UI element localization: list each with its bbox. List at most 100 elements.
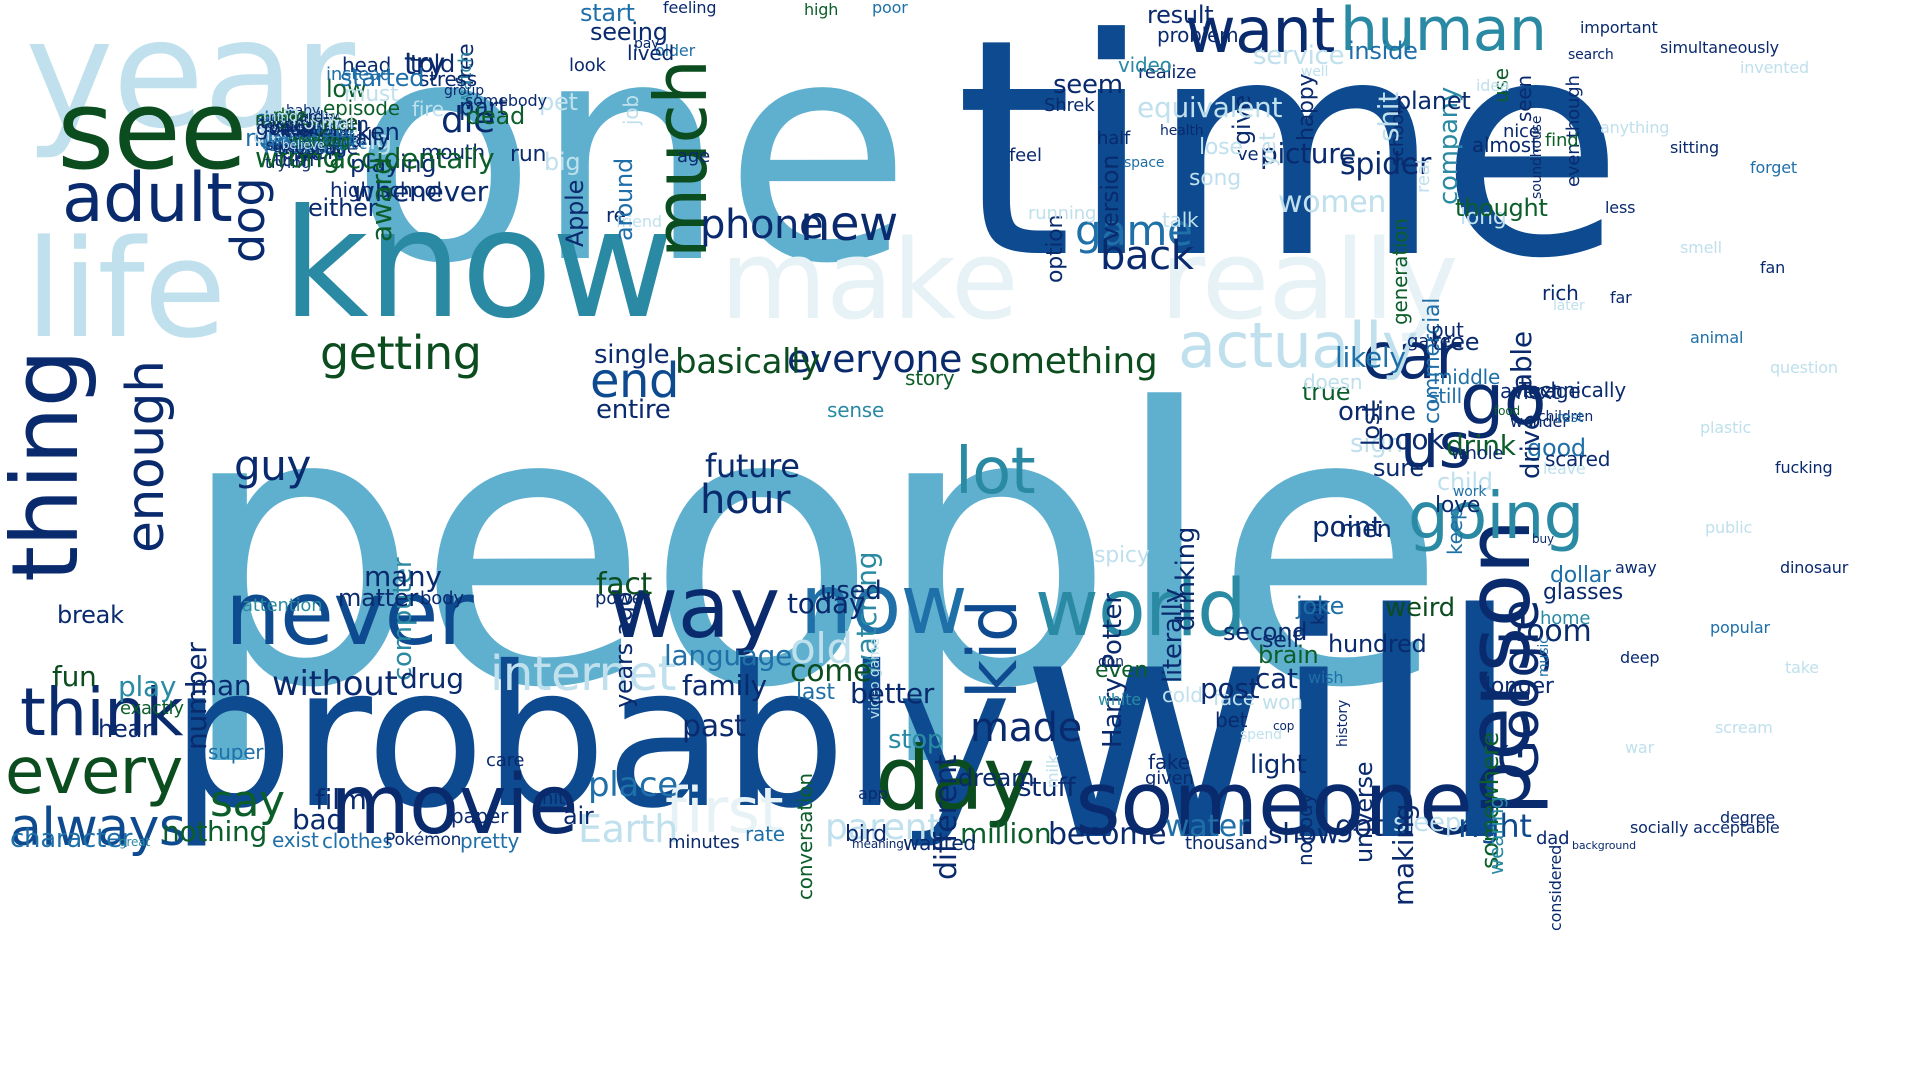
cloud-word: point: [1312, 510, 1383, 543]
cloud-word: hate: [281, 113, 330, 138]
cloud-word: hour: [700, 477, 791, 523]
cloud-word: treat: [296, 139, 334, 158]
cloud-word: show: [1268, 817, 1340, 850]
cloud-word: scream: [1715, 718, 1773, 737]
cloud-word: actually: [1178, 309, 1418, 382]
cloud-word: whenever: [352, 175, 488, 208]
cloud-word: joke: [1296, 592, 1345, 620]
cloud-word: often: [281, 137, 342, 165]
cloud-word: take: [1785, 658, 1819, 677]
cloud-word: wearing: [1484, 796, 1508, 875]
cloud-word: dollar: [1550, 563, 1611, 588]
cloud-word: turn: [274, 147, 315, 171]
cloud-word: re: [606, 203, 626, 227]
cloud-word: feel: [1009, 145, 1042, 166]
cloud-word: country: [275, 115, 343, 136]
cloud-word: us: [1400, 409, 1471, 482]
cloud-word: question: [1770, 358, 1838, 377]
cloud-word: degree: [1720, 808, 1776, 827]
cloud-word: reality: [295, 110, 339, 126]
cloud-word: glasses: [1543, 580, 1623, 605]
cloud-word: one: [350, 0, 911, 330]
cloud-word: won: [1262, 690, 1303, 714]
cloud-word: essentially: [285, 126, 390, 150]
cloud-word: dog: [221, 177, 275, 263]
cloud-word: start: [580, 0, 635, 27]
cloud-word: suck: [266, 138, 298, 154]
cloud-word: conversation: [793, 773, 817, 900]
cloud-word: old: [790, 624, 853, 673]
cloud-word: card: [259, 129, 307, 154]
cloud-word: look: [569, 55, 606, 76]
cloud-word: speak: [256, 106, 315, 130]
cloud-word: big: [544, 148, 581, 176]
cloud-word: seeing: [590, 18, 668, 46]
cloud-word: cool: [284, 125, 313, 141]
cloud-word: search: [1568, 47, 1614, 63]
cloud-word: language: [664, 639, 793, 672]
cloud-word: years old: [263, 127, 354, 151]
cloud-word: pizza: [275, 129, 326, 153]
cloud-word: exactly: [120, 698, 184, 719]
cloud-word: half: [1097, 128, 1131, 149]
cloud-word: bad: [292, 803, 344, 836]
cloud-word: bird: [845, 822, 887, 847]
cloud-word: image: [279, 112, 335, 133]
cloud-word: move: [266, 121, 311, 140]
cloud-word: least: [275, 137, 309, 153]
cloud-word: put: [1431, 318, 1464, 342]
cloud-word: whole: [1451, 443, 1504, 464]
cloud-word: hundred: [1328, 630, 1427, 658]
cloud-word: doesn: [1303, 370, 1363, 394]
cloud-word: weird: [1385, 593, 1455, 623]
cloud-word: happy: [1294, 73, 1319, 141]
cloud-word: Shrek: [1044, 95, 1095, 116]
cloud-word: wrong: [255, 141, 341, 174]
cloud-word: saying: [276, 123, 334, 144]
cloud-word: cold: [1162, 683, 1203, 707]
cloud-word: world: [1035, 564, 1247, 654]
cloud-word: character: [10, 824, 133, 854]
cloud-word: asking: [255, 118, 300, 134]
cloud-word: eventually: [266, 126, 349, 145]
cloud-word: think: [20, 674, 183, 751]
cloud-word: message: [278, 138, 358, 159]
cloud-word: air: [563, 802, 594, 830]
cloud-word: getting: [320, 326, 482, 380]
cloud-word: Pokémon: [385, 830, 462, 850]
cloud-word: long: [1460, 205, 1507, 230]
cloud-word: dad: [1536, 828, 1570, 849]
cloud-word: food: [1494, 404, 1521, 418]
cloud-word: shit: [1372, 92, 1405, 142]
cloud-word: next: [1516, 380, 1560, 404]
cloud-word: right: [1458, 807, 1532, 845]
cloud-word: due: [274, 105, 308, 126]
cloud-word: hit: [542, 788, 565, 809]
cloud-word: great: [119, 835, 151, 849]
cloud-word: problem: [1157, 23, 1239, 47]
cloud-word: try: [404, 47, 445, 82]
cloud-word: history: [1335, 699, 1351, 747]
cloud-word: say: [210, 776, 285, 827]
cloud-word: zero: [270, 115, 304, 134]
cloud-word: experience: [291, 137, 368, 153]
cloud-word: dying: [260, 125, 320, 150]
cloud-word: somebody: [465, 91, 547, 110]
cloud-word: feeling: [663, 0, 717, 17]
cloud-word: background: [1572, 839, 1636, 852]
cloud-word: Technically: [1519, 378, 1627, 402]
cloud-word: place: [588, 765, 678, 805]
cloud-word: child: [1437, 468, 1493, 496]
cloud-word: second: [1223, 618, 1308, 646]
cloud-word: drink: [1446, 429, 1516, 462]
cloud-word: fucking: [1775, 458, 1833, 477]
cloud-word: live: [288, 141, 323, 165]
cloud-word: nobody: [1293, 792, 1317, 866]
cloud-word: far: [1610, 288, 1632, 307]
cloud-word: thing: [0, 349, 99, 582]
cloud-word: realize: [1138, 62, 1197, 83]
cloud-word: smell: [1680, 238, 1722, 257]
cloud-word: power: [595, 588, 650, 609]
cloud-word: life: [25, 211, 227, 368]
cloud-word: job: [619, 95, 643, 125]
